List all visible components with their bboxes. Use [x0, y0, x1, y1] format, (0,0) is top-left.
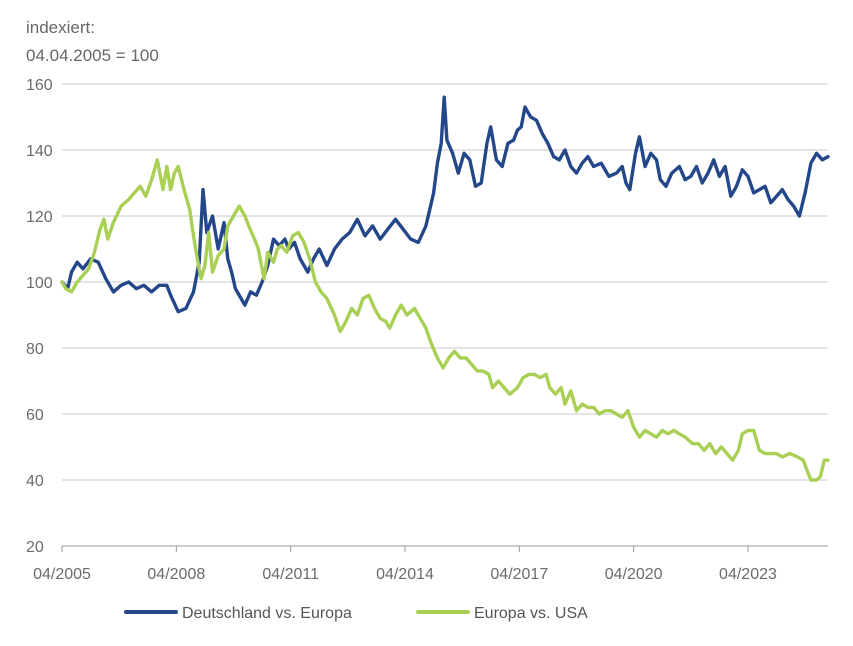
y-tick-label: 160	[26, 77, 53, 94]
y-axis-tick-labels: 20 40 60 80 100 120 140 160	[26, 77, 53, 556]
y-axis-unit-label-line2: 04.04.2005 = 100	[26, 46, 159, 65]
x-tick-label: 04/2008	[147, 566, 205, 583]
x-axis: 04/2005 04/2008 04/2011 04/2014 04/2017 04/20…	[33, 546, 777, 583]
x-tick-label: 04/2005	[33, 566, 91, 583]
y-tick-label: 120	[26, 209, 53, 226]
legend-label: Deutschland vs. Europa	[182, 605, 352, 622]
series-line	[60, 158, 830, 482]
legend: Deutschland vs. Europa Europa vs. USA	[124, 605, 588, 622]
series-lines	[60, 95, 830, 482]
y-tick-label: 140	[26, 143, 53, 160]
y-axis-unit-label-line1: indexiert:	[26, 18, 95, 37]
y-tick-label: 100	[26, 275, 53, 292]
legend-label: Europa vs. USA	[474, 605, 588, 622]
x-tick-label: 04/2014	[376, 566, 434, 583]
gridlines	[62, 83, 828, 547]
y-tick-label: 40	[26, 473, 44, 490]
x-tick-label: 04/2017	[490, 566, 548, 583]
x-tick-label: 04/2023	[719, 566, 777, 583]
y-tick-label: 20	[26, 539, 44, 556]
x-tick-label: 04/2020	[605, 566, 663, 583]
x-tick-label: 04/2011	[262, 566, 319, 583]
series-line	[60, 95, 830, 314]
y-tick-label: 80	[26, 341, 44, 358]
y-tick-label: 60	[26, 407, 44, 424]
